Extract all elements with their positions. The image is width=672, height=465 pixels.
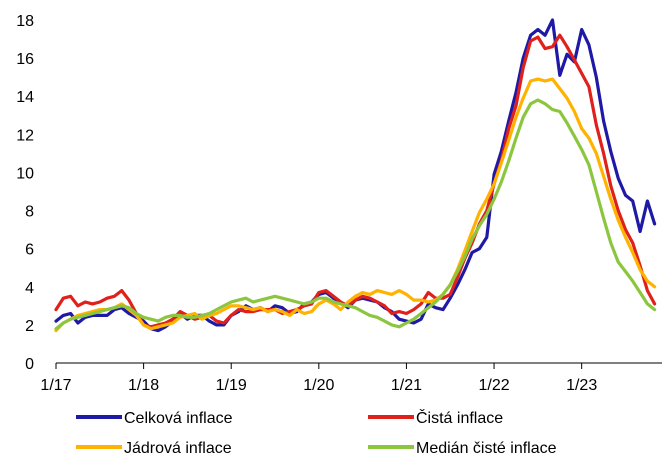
series-line	[54, 77, 657, 333]
legend-label: Jádrová inflace	[124, 440, 232, 457]
legend: Celková inflace Čistá inflace Jádrová infl…	[76, 408, 557, 457]
y-tick-label: 16	[16, 51, 34, 68]
legend-label: Čistá inflace	[416, 408, 503, 427]
y-tick-label: 10	[16, 165, 34, 182]
x-tick-label: 1/22	[478, 377, 509, 394]
series-line	[54, 98, 657, 331]
legend-label: Celková inflace	[124, 410, 233, 427]
y-tick-label: 0	[25, 356, 34, 373]
y-tick-label: 6	[25, 242, 34, 259]
series-lines	[54, 18, 657, 333]
y-tick-label: 2	[25, 318, 34, 335]
x-tick-label: 1/21	[391, 377, 422, 394]
series-line	[54, 18, 657, 333]
y-tick-label: 4	[25, 280, 34, 297]
y-tick-label: 8	[25, 204, 34, 221]
y-tick-label: 18	[16, 13, 34, 30]
x-axis-ticks: 1/17 1/18 1/19 1/20 1/21 1/22 1/23	[40, 363, 597, 394]
x-tick-label: 1/17	[40, 377, 71, 394]
x-tick-label: 1/23	[566, 377, 597, 394]
x-tick-label: 1/20	[303, 377, 334, 394]
legend-label: Medián čisté inflace	[416, 440, 557, 457]
y-tick-label: 12	[16, 127, 34, 144]
x-tick-label: 1/18	[128, 377, 159, 394]
y-tick-label: 14	[16, 89, 34, 106]
y-axis-ticks: 0 2 4 6 8 10 12 14 16 18	[16, 13, 34, 373]
series-line	[54, 33, 657, 329]
x-tick-label: 1/19	[216, 377, 247, 394]
